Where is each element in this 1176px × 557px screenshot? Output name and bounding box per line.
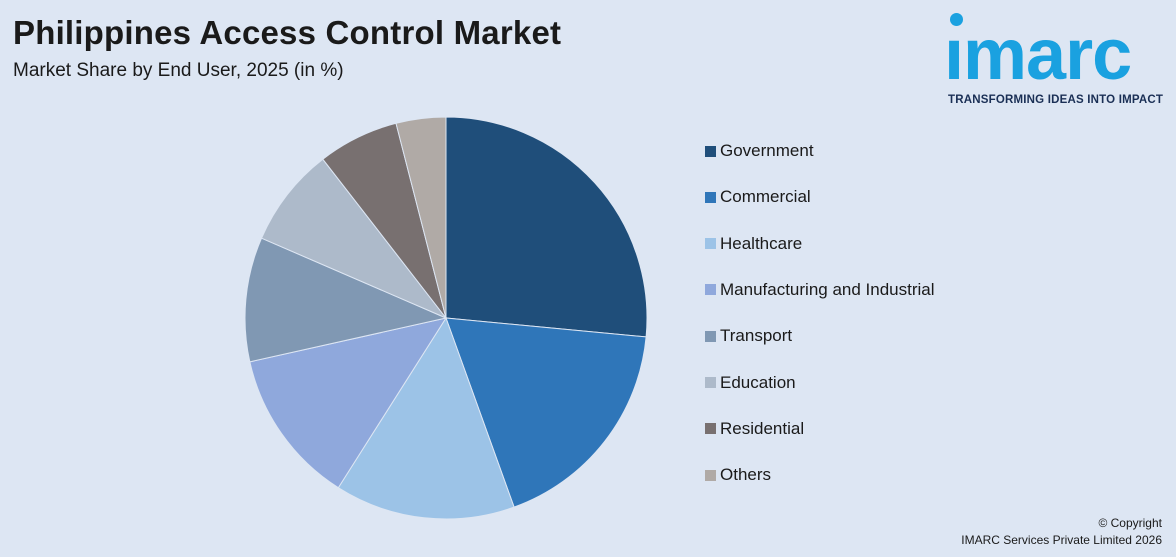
legend-swatch — [705, 423, 716, 435]
legend-item-others: Others — [705, 464, 771, 486]
imarc-logo: ımarc TRANSFORMING IDEAS INTO IMPACT — [944, 10, 1172, 110]
pie-slice-others — [395, 116, 447, 319]
legend-label: Others — [720, 465, 772, 485]
legend-item-transport: Transport — [705, 325, 792, 347]
chart-title: Philippines Access Control Market — [13, 14, 562, 51]
legend-label: Residential — [720, 418, 805, 438]
logo-wordmark: ımarc — [944, 15, 1132, 95]
legend-swatch — [705, 330, 716, 342]
legend-item-residential: Residential — [705, 418, 804, 440]
pie-slice-healthcare — [337, 316, 515, 520]
legend-label: Healthcare — [720, 233, 803, 253]
legend-swatch — [705, 191, 716, 203]
legend-swatch — [705, 145, 716, 157]
legend-item-commercial: Commercial — [705, 186, 811, 208]
pie-slice-commercial — [445, 317, 647, 508]
legend-swatch — [705, 238, 716, 250]
copyright-line1: © Copyright — [1098, 516, 1162, 530]
legend-label: Transport — [720, 326, 793, 346]
legend-swatch — [705, 469, 716, 481]
legend-item-manufacturing-and-industrial: Manufacturing and Industrial — [705, 279, 935, 301]
logo-tagline: TRANSFORMING IDEAS INTO IMPACT — [948, 94, 1164, 106]
legend-label: Manufacturing and Industrial — [720, 279, 935, 299]
legend-label: Government — [720, 141, 814, 160]
legend-label: Commercial — [720, 187, 811, 207]
legend-item-healthcare: Healthcare — [705, 233, 802, 255]
legend-swatch — [705, 284, 716, 296]
copyright: © Copyright IMARC Services Private Limit… — [961, 515, 1162, 549]
pie-slice-government — [445, 116, 648, 338]
chart-subtitle: Market Share by End User, 2025 (in %) — [13, 60, 344, 81]
logo-dot-icon — [950, 13, 963, 26]
copyright-line2: IMARC Services Private Limited 2026 — [961, 533, 1162, 547]
legend-label: Education — [720, 372, 796, 392]
legend-item-education: Education — [705, 372, 796, 394]
pie-slice-transport — [244, 237, 448, 363]
pie-slice-manufacturing-and-industrial — [249, 317, 448, 489]
pie-slice-education — [260, 158, 447, 319]
legend-item-government: Government — [705, 140, 814, 162]
legend-swatch — [705, 377, 716, 388]
